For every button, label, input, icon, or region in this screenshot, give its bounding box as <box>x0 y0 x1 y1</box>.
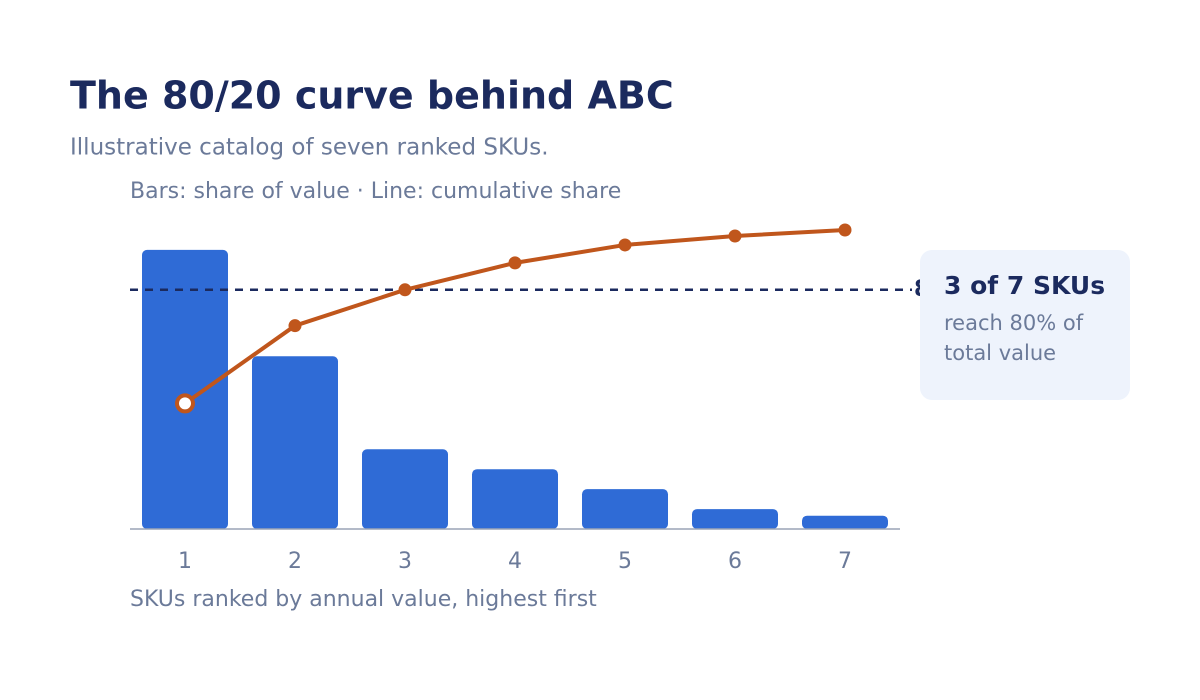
bar <box>472 469 558 529</box>
line-point <box>288 319 302 333</box>
callout-box <box>920 250 1130 400</box>
line-point <box>728 229 742 243</box>
x-tick-label: 4 <box>508 549 522 574</box>
chart-title: The 80/20 curve behind ABC <box>70 74 674 118</box>
x-tick-label: 1 <box>178 549 192 574</box>
line-point <box>508 256 522 270</box>
bar <box>252 356 338 529</box>
callout-title: 3 of 7 SKUs <box>944 271 1105 300</box>
bar <box>142 249 228 529</box>
chart-subtitle: Illustrative catalog of seven ranked SKU… <box>70 135 549 161</box>
x-tick-label: 6 <box>728 549 742 574</box>
x-tick-label: 2 <box>288 549 302 574</box>
legend-note: Bars: share of value · Line: cumulative … <box>130 179 621 204</box>
bar <box>802 515 888 529</box>
callout-text: reach 80% of <box>944 311 1084 335</box>
bar <box>582 489 668 529</box>
line-point <box>838 223 852 237</box>
bar <box>362 449 448 529</box>
x-tick-label: 3 <box>398 549 412 574</box>
callout-text: total value <box>944 341 1056 365</box>
line-point <box>618 238 632 252</box>
line-point <box>175 393 195 414</box>
line-point <box>398 283 412 297</box>
x-axis-label: SKUs ranked by annual value, highest fir… <box>130 587 597 612</box>
x-tick-label: 5 <box>618 549 632 574</box>
bar <box>692 509 778 529</box>
x-tick-label: 7 <box>838 549 852 574</box>
